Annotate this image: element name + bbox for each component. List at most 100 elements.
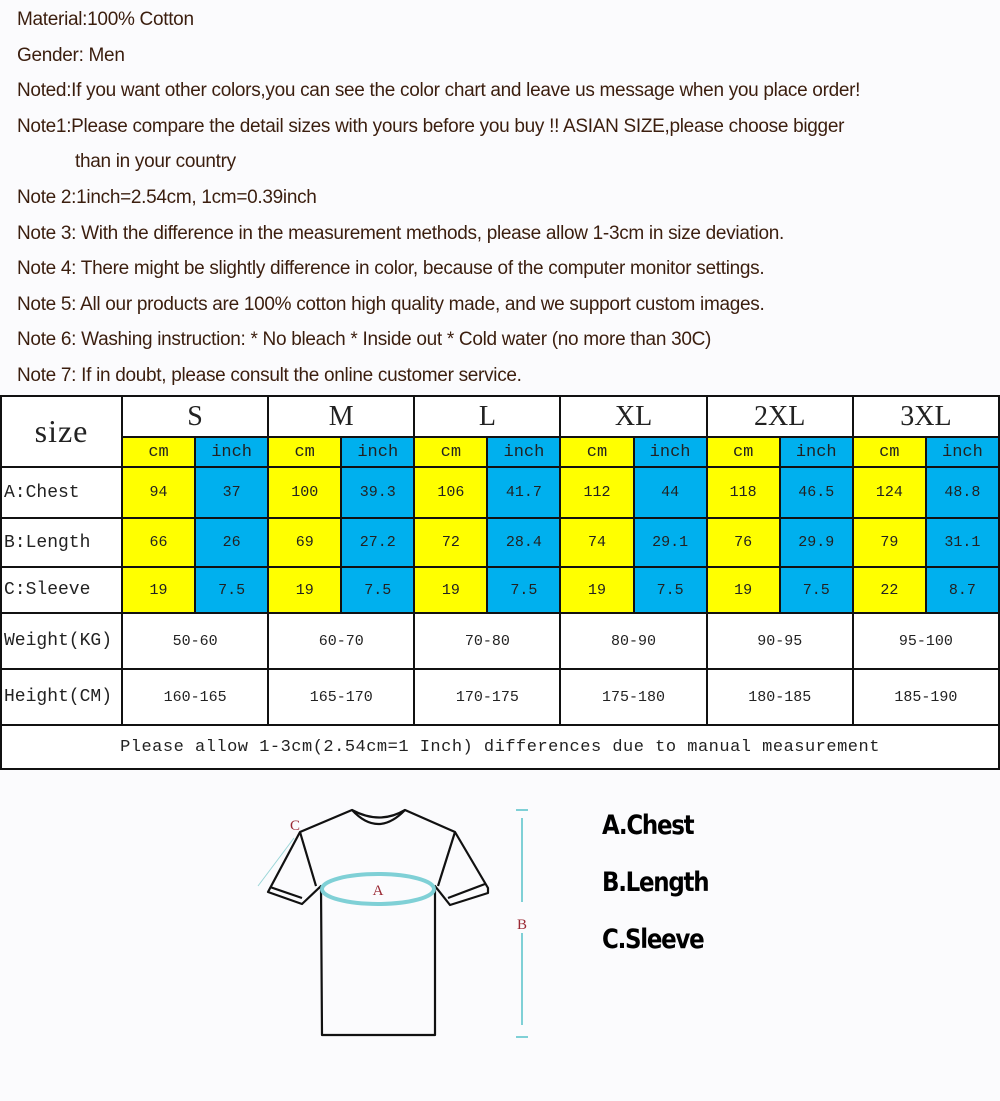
table-row: Height(CM) 160-165 165-170 170-175 175-180 18…	[0, 668, 1000, 726]
note-line: Note 5: All our products are 100% cotton…	[17, 293, 765, 315]
size-column-header: XL	[559, 395, 708, 438]
range-value: 170-175	[413, 668, 562, 726]
unit-inch: inch	[194, 436, 270, 468]
row-label: Weight(KG)	[0, 612, 123, 670]
value-inch: 37	[194, 466, 270, 519]
value-cm: 22	[851, 566, 927, 614]
value-inch: 7.5	[340, 566, 416, 614]
value-cm: 74	[559, 517, 635, 568]
table-row: B:Length 66 26 69 27.2 72 28.4 74 29.1 76 29.9 79 31…	[0, 517, 1000, 568]
unit-inch: inch	[340, 436, 416, 468]
value-cm: 112	[559, 466, 635, 519]
range-value: 160-165	[120, 668, 270, 726]
range-value: 80-90	[559, 612, 708, 670]
value-inch: 48.8	[924, 466, 1000, 519]
row-label: C:Sleeve	[0, 566, 123, 614]
value-inch: 29.1	[632, 517, 708, 568]
tshirt-diagram: A C B	[257, 808, 528, 1038]
legend-chest: A.Chest	[602, 810, 695, 841]
note-line: Note1:Please compare the detail sizes wi…	[17, 115, 845, 137]
value-inch: 29.9	[778, 517, 854, 568]
range-value: 50-60	[120, 612, 270, 670]
value-inch: 28.4	[486, 517, 562, 568]
range-value: 70-80	[413, 612, 562, 670]
value-cm: 76	[705, 517, 781, 568]
value-inch: 41.7	[486, 466, 562, 519]
table-row: cm inch cm inch cm inch cm inch cm inch cm inch	[1, 436, 1000, 468]
row-label: B:Length	[0, 517, 123, 568]
note-line: Note 3: With the difference in the measu…	[17, 222, 784, 244]
unit-cm: cm	[120, 436, 197, 468]
value-cm: 19	[120, 566, 197, 614]
table-row: A:Chest 94 37 100 39.3 106 41.7 112 44 118 46.5 124…	[0, 466, 1000, 519]
value-inch: 7.5	[778, 566, 854, 614]
table-row: Weight(KG) 50-60 60-70 70-80 80-90 90-95 95-10…	[0, 612, 1000, 670]
note-line: than in your country	[75, 151, 236, 173]
sleeve-measure-line	[257, 837, 295, 887]
unit-inch: inch	[924, 436, 1000, 468]
label-b: B	[517, 917, 527, 933]
value-inch: 8.7	[924, 566, 1000, 614]
range-value: 165-170	[267, 668, 416, 726]
label-a: A	[373, 883, 384, 899]
value-inch: 44	[632, 466, 708, 519]
table-row: size S M L XL 2XL 3XL	[0, 395, 1000, 468]
unit-inch: inch	[632, 436, 708, 468]
range-value: 185-190	[851, 668, 1000, 726]
table-row: Please allow 1-3cm(2.54cm=1 Inch) differ…	[0, 724, 1000, 770]
table-row: C:Sleeve 19 7.5 19 7.5 19 7.5 19 7.5 19 7.5 22 8.7	[0, 566, 1000, 614]
value-inch: 26	[194, 517, 270, 568]
note-line: Gender: Men	[17, 44, 125, 66]
unit-cm: cm	[413, 436, 489, 468]
value-cm: 94	[120, 466, 197, 519]
size-header: size	[0, 395, 123, 468]
note-line: Note 7: If in doubt, please consult the …	[17, 364, 522, 386]
note-line: Note 2:1inch=2.54cm, 1cm=0.39inch	[17, 186, 317, 208]
value-inch: 7.5	[632, 566, 708, 614]
value-cm: 106	[413, 466, 489, 519]
value-inch: 31.1	[924, 517, 1000, 568]
size-column-header: M	[267, 395, 416, 438]
value-cm: 72	[413, 517, 489, 568]
value-cm: 19	[413, 566, 489, 614]
tshirt-outline-icon	[266, 808, 490, 1037]
unit-cm: cm	[705, 436, 781, 468]
row-label: A:Chest	[0, 466, 123, 519]
range-value: 175-180	[559, 668, 708, 726]
size-column-header: 2XL	[705, 395, 854, 438]
legend-length: B.Length	[602, 867, 710, 898]
length-measure-line	[516, 809, 528, 1038]
size-chart-table: size S M L XL 2XL 3XL cm inch cm inch cm inch cm inch c…	[0, 395, 1000, 770]
value-cm: 124	[851, 466, 927, 519]
note-line: Note 6: Washing instruction: * No bleach…	[17, 329, 712, 351]
value-cm: 19	[705, 566, 781, 614]
unit-cm: cm	[559, 436, 635, 468]
unit-inch: inch	[778, 436, 854, 468]
unit-inch: inch	[486, 436, 562, 468]
value-cm: 19	[267, 566, 343, 614]
range-value: 90-95	[705, 612, 854, 670]
value-inch: 46.5	[778, 466, 854, 519]
value-inch: 7.5	[486, 566, 562, 614]
value-cm: 19	[559, 566, 635, 614]
value-cm: 69	[267, 517, 343, 568]
note-line: Noted:If you want other colors,you can s…	[17, 80, 861, 102]
value-cm: 79	[851, 517, 927, 568]
table-footer-note: Please allow 1-3cm(2.54cm=1 Inch) differ…	[0, 724, 1000, 770]
unit-cm: cm	[267, 436, 343, 468]
range-value: 180-185	[705, 668, 854, 726]
note-line: Note 4: There might be slightly differen…	[17, 258, 765, 280]
value-inch: 27.2	[340, 517, 416, 568]
size-column-header: 3XL	[851, 395, 1000, 438]
unit-cm: cm	[851, 436, 927, 468]
range-value: 60-70	[267, 612, 416, 670]
size-column-header: S	[120, 395, 270, 438]
value-cm: 66	[120, 517, 197, 568]
size-column-header: L	[413, 395, 562, 438]
label-c: C	[290, 818, 300, 834]
row-label: Height(CM)	[0, 668, 123, 726]
legend-sleeve: C.Sleeve	[602, 924, 705, 955]
note-line: Material:100% Cotton	[17, 9, 194, 30]
value-cm: 100	[267, 466, 343, 519]
value-cm: 118	[705, 466, 781, 519]
